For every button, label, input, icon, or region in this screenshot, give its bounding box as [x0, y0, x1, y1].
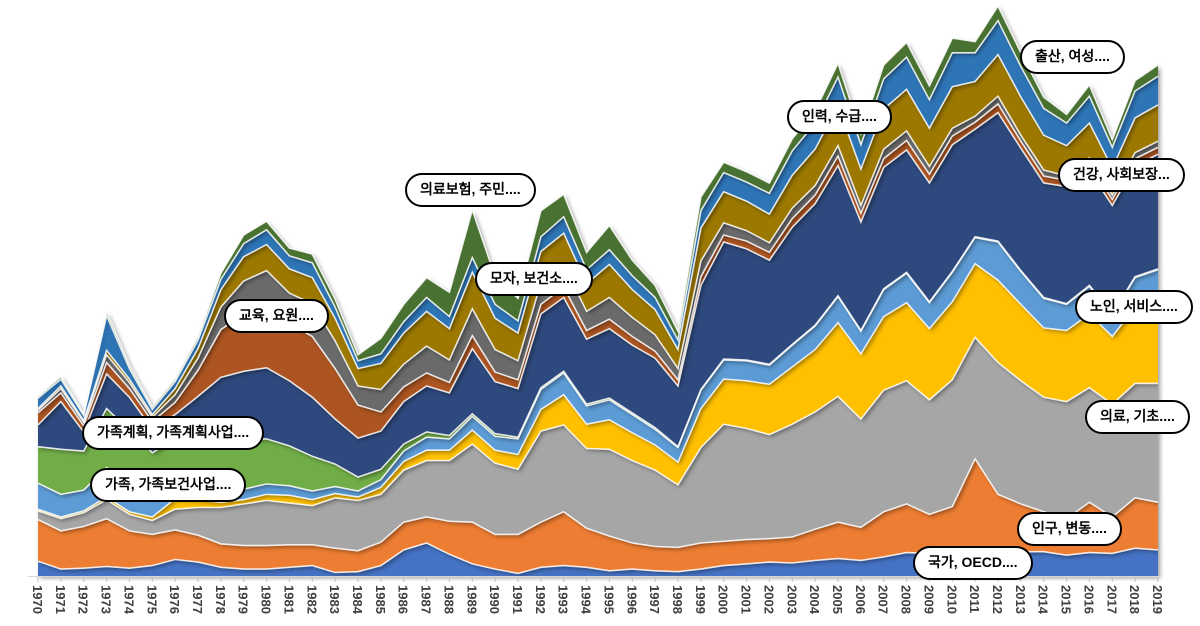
x-axis-label: 1971	[53, 585, 68, 614]
x-axis-label: 2009	[921, 585, 936, 614]
series-top-edge-9	[37, 53, 1159, 423]
x-axis-label: 1975	[144, 585, 159, 614]
x-axis-label: 2016	[1081, 585, 1096, 614]
x-axis-label: 2015	[1059, 585, 1074, 614]
x-axis-label: 1970	[30, 585, 45, 614]
callout-label-4[interactable]: 모자, 보건소....	[475, 262, 593, 296]
series-area-3[interactable]	[38, 263, 1158, 521]
callout-label-5[interactable]: 인력, 수급....	[787, 100, 892, 134]
x-axis-label: 2019	[1150, 585, 1165, 614]
x-axis-label: 1981	[281, 585, 296, 614]
x-axis-label: 2017	[1104, 585, 1119, 614]
callout-label-1[interactable]: 가족, 가족보건사업....	[90, 468, 247, 502]
x-axis-label: 2011	[967, 585, 982, 613]
series-area-2[interactable]	[38, 337, 1158, 551]
x-axis-label: 2007	[876, 585, 891, 614]
x-axis-label: 2012	[990, 585, 1005, 614]
x-axis-label: 1999	[693, 585, 708, 614]
x-axis-label: 1998	[670, 585, 685, 614]
x-axis-label: 2003	[784, 585, 799, 614]
x-axis-label: 1973	[99, 585, 114, 614]
series-top-edge-6	[37, 111, 1159, 439]
x-axis-label: 2005	[830, 585, 845, 614]
series-top-edge-2	[37, 336, 1158, 522]
callout-label-8[interactable]: 노인, 서비스....	[1075, 290, 1193, 324]
callout-label-11[interactable]: 국가, OECD....	[913, 546, 1033, 580]
x-axis-label: 2006	[853, 585, 868, 614]
series-top-edge-11	[37, 4, 1159, 416]
x-axis-label: 1972	[76, 585, 91, 614]
x-axis-label: 1991	[510, 585, 525, 614]
x-axis-label: 1995	[601, 585, 616, 614]
callout-label-2[interactable]: 교육, 요원....	[224, 299, 329, 333]
x-axis-label: 1984	[350, 585, 365, 615]
x-axis-label: 2010	[944, 585, 959, 614]
series-top-edge-1	[37, 457, 1159, 552]
series-boundary-lines	[37, 4, 1159, 575]
x-axis-label: 2001	[739, 585, 754, 614]
x-axis-label: 1992	[533, 585, 548, 614]
x-axis-label: 1974	[121, 585, 136, 615]
x-axis-label: 1987	[419, 585, 434, 614]
x-axis-label: 1978	[213, 585, 228, 614]
x-axis-label: 2002	[761, 585, 776, 614]
x-axis-label: 1985	[373, 585, 388, 614]
callout-label-10[interactable]: 인구, 변동....	[1017, 512, 1122, 546]
callout-label-7[interactable]: 건강, 사회보장...	[1058, 158, 1185, 192]
series-area-1[interactable]	[38, 458, 1158, 574]
x-axis-label: 1980	[259, 585, 274, 614]
x-axis-label: 1977	[190, 585, 205, 614]
series-area-9[interactable]	[38, 54, 1158, 423]
x-axis-label: 1976	[167, 585, 182, 614]
series-top-edge-10	[37, 19, 1159, 418]
x-axis-label: 2008	[899, 585, 914, 614]
x-axis: 1970 1971 1972 1973 1974 1975 1976 1977 1978 1979…	[28, 576, 1165, 615]
series-top-edge-7	[37, 102, 1159, 428]
x-axis-label: 2000	[716, 585, 731, 614]
x-axis-label: 1986	[396, 585, 411, 614]
x-axis-label: 2013	[1013, 585, 1028, 614]
x-axis-label: 1996	[624, 585, 639, 614]
series-area-4[interactable]	[38, 237, 1158, 517]
x-axis-label: 1983	[327, 585, 342, 614]
x-axis-label: 2014	[1036, 585, 1051, 615]
callout-label-3[interactable]: 의료보험, 주민....	[405, 173, 536, 207]
x-axis-label: 1994	[579, 585, 594, 615]
x-axis-label: 1982	[304, 585, 319, 614]
callout-label-9[interactable]: 의료, 기초....	[1085, 400, 1190, 434]
x-axis-label: 2018	[1127, 585, 1142, 614]
x-axis-label: 1979	[236, 585, 251, 614]
x-axis-label: 1990	[487, 585, 502, 614]
callout-label-6[interactable]: 출산, 여성....	[1020, 40, 1125, 74]
series-area-6[interactable]	[38, 112, 1158, 478]
x-axis-label: 1988	[441, 585, 456, 614]
callout-label-0[interactable]: 가족계획, 가족계획사업....	[82, 416, 265, 450]
series-top-edge-8	[37, 94, 1159, 425]
series-area-7[interactable]	[38, 104, 1158, 439]
x-axis-label: 1989	[464, 585, 479, 614]
x-axis-label: 1997	[647, 585, 662, 614]
x-axis-label: 1993	[556, 585, 571, 614]
x-axis-label: 2004	[807, 585, 822, 615]
